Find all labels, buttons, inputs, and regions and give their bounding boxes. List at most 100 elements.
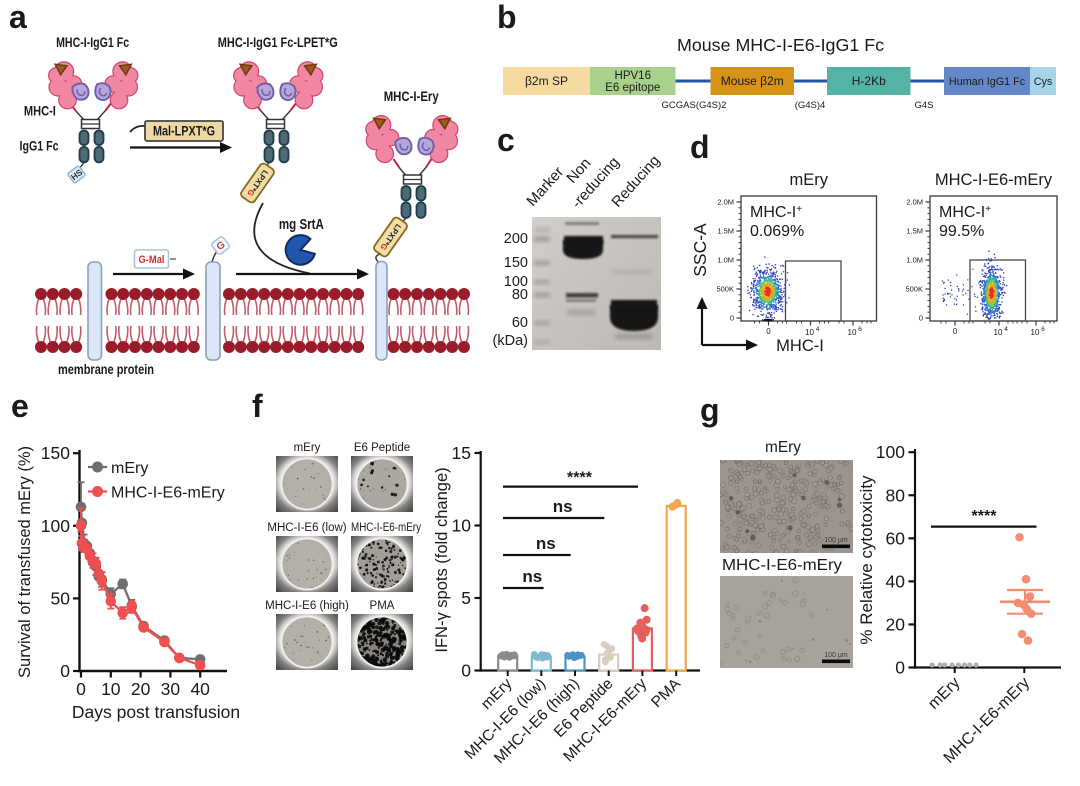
svg-text:60: 60	[512, 315, 528, 331]
svg-text:****: ****	[972, 508, 998, 525]
svg-text:(kDa): (kDa)	[493, 333, 528, 349]
svg-text:IgG1 Fc: IgG1 Fc	[20, 138, 59, 154]
svg-text:G4S: G4S	[914, 100, 933, 111]
svg-text:100 μm: 100 μm	[824, 537, 848, 544]
svg-text:b: b	[497, 0, 517, 35]
svg-text:PMA: PMA	[370, 600, 395, 612]
svg-text:0: 0	[76, 679, 86, 699]
svg-text:50: 50	[51, 588, 71, 608]
svg-text:40: 40	[190, 679, 210, 699]
svg-text:Survival of transfused mEry (%: Survival of transfused mEry (%)	[16, 446, 34, 678]
svg-text:SSC-A: SSC-A	[690, 223, 710, 277]
svg-text:0: 0	[919, 314, 923, 323]
svg-text:80: 80	[512, 287, 528, 303]
svg-text:Cys: Cys	[1034, 76, 1053, 88]
svg-text:Human IgG1 Fc: Human IgG1 Fc	[949, 76, 1026, 88]
svg-text:20: 20	[886, 614, 906, 634]
svg-text:1.0M: 1.0M	[906, 256, 923, 265]
svg-text:MHC-I-E6-mEry: MHC-I-E6-mEry	[722, 557, 842, 574]
svg-text:0: 0	[461, 661, 471, 681]
svg-text:ns: ns	[522, 567, 542, 586]
svg-text:10: 10	[101, 679, 121, 699]
svg-text:E6 epitope: E6 epitope	[605, 82, 660, 94]
svg-text:30: 30	[161, 679, 181, 699]
svg-text:d: d	[690, 129, 710, 165]
svg-text:0: 0	[766, 327, 771, 336]
svg-text:0: 0	[730, 314, 734, 323]
svg-text:2.0M: 2.0M	[906, 198, 923, 207]
svg-text:4: 4	[1004, 326, 1008, 333]
svg-text:1.0M: 1.0M	[717, 256, 734, 265]
svg-text:MHC-I-Ery: MHC-I-Ery	[384, 88, 439, 104]
svg-text:15: 15	[452, 443, 471, 463]
svg-text:60: 60	[886, 528, 906, 548]
svg-text:6: 6	[858, 326, 862, 333]
svg-text:E6 Peptide: E6 Peptide	[354, 442, 410, 454]
svg-text:% Relative cytotoxicity: % Relative cytotoxicity	[857, 475, 876, 645]
svg-text:100: 100	[876, 442, 905, 462]
svg-text:MHC-I-E6-mEry: MHC-I-E6-mEry	[351, 522, 421, 534]
svg-text:MHC-I: MHC-I	[24, 103, 56, 119]
svg-text:MHC-I-IgG1 Fc: MHC-I-IgG1 Fc	[56, 34, 129, 50]
svg-text:100: 100	[41, 516, 70, 536]
svg-text:(G4S)4: (G4S)4	[795, 100, 826, 111]
svg-text:20: 20	[131, 679, 151, 699]
svg-text:100: 100	[504, 274, 528, 290]
svg-text:4: 4	[816, 326, 820, 333]
svg-text:Mouse MHC-I-E6-IgG1 Fc: Mouse MHC-I-E6-IgG1 Fc	[677, 35, 884, 55]
svg-text:40: 40	[886, 571, 906, 591]
svg-text:100 μm: 100 μm	[824, 652, 848, 659]
svg-text:c: c	[497, 122, 515, 158]
svg-text:membrane protein: membrane protein	[58, 361, 154, 377]
svg-text:150: 150	[504, 255, 528, 271]
svg-text:G-Mal: G-Mal	[139, 254, 165, 266]
svg-text:2.0M: 2.0M	[717, 198, 734, 207]
svg-text:6: 6	[1041, 326, 1045, 333]
svg-text:10: 10	[848, 328, 857, 337]
svg-text:IFN-γ spots (fold change): IFN-γ spots (fold change)	[433, 467, 451, 652]
svg-text:MHC-I-E6-mEry: MHC-I-E6-mEry	[935, 171, 1053, 189]
svg-text:Mal-LPXT*G: Mal-LPXT*G	[153, 124, 215, 139]
svg-text:GCGAS(G4S)2: GCGAS(G4S)2	[662, 100, 727, 111]
svg-text:0: 0	[895, 658, 905, 678]
svg-text:****: ****	[567, 470, 593, 487]
svg-text:500K: 500K	[905, 285, 923, 294]
svg-text:g: g	[700, 392, 720, 428]
svg-text:1.5M: 1.5M	[717, 227, 734, 236]
svg-text:MHC-I-IgG1 Fc-LPET*G: MHC-I-IgG1 Fc-LPET*G	[218, 34, 338, 50]
svg-text:ns: ns	[536, 534, 556, 553]
svg-text:a: a	[9, 0, 27, 35]
svg-text:H-2Kb: H-2Kb	[852, 74, 886, 88]
svg-text:MHC-I-E6 (low): MHC-I-E6 (low)	[267, 522, 346, 534]
svg-text:MHC-I: MHC-I	[776, 337, 824, 355]
svg-text:MHC-I-E6 (high): MHC-I-E6 (high)	[265, 600, 349, 612]
svg-text:0.069%: 0.069%	[750, 223, 804, 240]
svg-text:10: 10	[1031, 328, 1040, 337]
svg-text:1.5M: 1.5M	[906, 227, 923, 236]
svg-text:mEry: mEry	[790, 171, 829, 189]
svg-text:500K: 500K	[716, 285, 734, 294]
svg-text:0: 0	[953, 327, 958, 336]
svg-text:80: 80	[886, 485, 906, 505]
svg-text:Mouse β2m: Mouse β2m	[721, 74, 784, 88]
svg-text:200: 200	[504, 231, 528, 247]
svg-text:Days post transfusion: Days post transfusion	[72, 702, 240, 722]
svg-text:e: e	[11, 388, 29, 424]
svg-text:MHC-I-E6-mEry: MHC-I-E6-mEry	[111, 485, 225, 502]
svg-text:mEry: mEry	[765, 439, 801, 456]
svg-text:99.5%: 99.5%	[939, 223, 984, 240]
svg-text:10: 10	[805, 328, 814, 337]
svg-text:mg SrtA: mg SrtA	[279, 217, 324, 233]
svg-text:10: 10	[452, 516, 472, 536]
svg-text:mEry: mEry	[294, 442, 321, 454]
svg-text:HPV16: HPV16	[615, 70, 651, 82]
svg-text:MHC-I+: MHC-I+	[750, 204, 802, 221]
svg-text:β2m SP: β2m SP	[525, 74, 568, 88]
svg-text:ns: ns	[553, 497, 573, 516]
svg-text:5: 5	[461, 588, 471, 608]
svg-text:mEry: mEry	[111, 460, 148, 477]
svg-text:10: 10	[994, 328, 1003, 337]
svg-text:150: 150	[41, 443, 70, 463]
svg-text:f: f	[252, 388, 263, 424]
svg-text:MHC-I+: MHC-I+	[939, 204, 991, 221]
